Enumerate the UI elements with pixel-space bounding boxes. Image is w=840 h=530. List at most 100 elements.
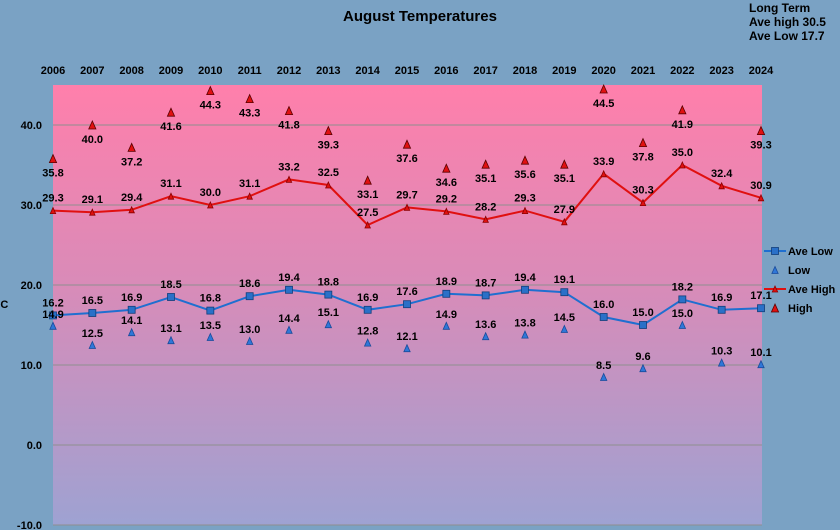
low-marker — [127, 327, 136, 337]
ave-high-marker — [443, 207, 450, 215]
y-axis-label: °C — [0, 299, 8, 311]
low-marker — [245, 336, 254, 345]
ave-high-data-label: 31.1 — [239, 178, 260, 190]
legend-marker-high — [770, 303, 780, 313]
high-marker — [88, 120, 97, 130]
high-data-label: 37.2 — [121, 156, 142, 168]
ave-high-marker — [718, 181, 725, 190]
ave-low-data-label: 16.5 — [82, 295, 103, 307]
x-tick-label: 2012 — [277, 65, 301, 77]
high-marker — [678, 104, 687, 115]
ave-high-marker — [403, 203, 411, 211]
low-marker — [481, 331, 490, 341]
ave-high-marker — [325, 181, 332, 189]
ave-low-marker — [49, 311, 57, 320]
x-tick-label: 2020 — [591, 65, 615, 77]
low-marker — [757, 359, 765, 369]
low-data-label: 14.9 — [436, 309, 457, 321]
ave-low-data-label: 18.8 — [318, 277, 339, 289]
x-tick-label: 2006 — [41, 65, 65, 77]
low-marker — [167, 335, 175, 345]
ave-low-marker — [127, 305, 136, 314]
legend-marker-low — [771, 265, 779, 274]
x-tick-label: 2014 — [355, 65, 380, 77]
long-term-line-1: Long Term — [749, 1, 810, 15]
legend-label: Ave Low — [788, 246, 833, 258]
x-tick-label: 2008 — [119, 65, 143, 77]
ave-low-data-label: 18.2 — [672, 281, 693, 293]
low-marker — [599, 372, 608, 381]
x-tick-label: 2023 — [709, 65, 733, 77]
low-marker — [560, 324, 569, 333]
high-marker — [324, 125, 333, 136]
ave-high-data-label: 35.0 — [672, 147, 693, 159]
low-data-label: 12.1 — [396, 331, 417, 343]
low-data-label: 10.3 — [711, 346, 732, 358]
high-data-label: 44.3 — [200, 100, 221, 112]
low-data-label: 15.1 — [318, 307, 339, 319]
legend-label: Low — [788, 265, 810, 277]
y-tick-label: 30.0 — [21, 200, 42, 212]
long-term-line-3: Ave Low 17.7 — [749, 29, 825, 43]
ave-high-marker — [128, 205, 135, 214]
ave-high-marker — [521, 206, 529, 215]
high-marker — [402, 139, 412, 149]
low-data-label: 8.5 — [596, 360, 611, 372]
high-data-label: 41.6 — [160, 121, 181, 133]
ave-high-data-label: 30.3 — [632, 185, 653, 197]
ave-high-data-label: 31.1 — [160, 178, 181, 190]
legend: Ave Low Low Ave High High — [764, 246, 836, 315]
high-data-label: 43.3 — [239, 108, 260, 120]
ave-high-data-label: 32.4 — [711, 168, 733, 180]
chart-title: August Temperatures — [343, 8, 497, 25]
ave-high-marker — [207, 201, 214, 209]
ave-low-data-label: 18.5 — [160, 279, 181, 291]
ave-high-marker — [639, 198, 647, 207]
ave-high-data-label: 27.9 — [554, 204, 575, 216]
ave-low-marker — [639, 321, 647, 329]
high-data-label: 40.0 — [82, 134, 103, 146]
ave-low-marker — [167, 293, 175, 301]
ave-low-marker — [206, 306, 215, 315]
ave-high-data-label: 30.0 — [200, 187, 221, 199]
ave-low-marker — [599, 313, 608, 321]
x-tick-label: 2022 — [670, 65, 694, 77]
high-data-label: 39.3 — [318, 140, 339, 152]
ave-high-data-label: 29.1 — [82, 194, 103, 206]
high-data-label: 35.1 — [475, 173, 496, 185]
low-data-label: 14.4 — [278, 313, 300, 325]
ave-low-marker — [245, 292, 254, 301]
ave-low-data-label: 16.2 — [42, 297, 63, 309]
low-data-label: 10.1 — [750, 347, 771, 359]
low-marker — [678, 320, 687, 329]
ave-high-marker — [285, 175, 293, 183]
low-data-label: 9.6 — [635, 351, 650, 363]
ave-low-marker — [88, 309, 97, 317]
x-tick-label: 2021 — [631, 65, 655, 77]
x-tick-label: 2018 — [513, 65, 537, 77]
ave-low-marker — [403, 300, 411, 309]
low-marker — [717, 358, 726, 367]
ave-high-data-label: 28.2 — [475, 201, 496, 213]
x-tick-label: 2015 — [395, 65, 419, 77]
x-tick-label: 2024 — [749, 65, 774, 77]
high-data-label: 37.8 — [632, 152, 653, 164]
low-data-label: 12.8 — [357, 326, 378, 338]
ave-high-marker — [482, 215, 489, 223]
ave-low-data-label: 18.6 — [239, 278, 260, 290]
high-marker — [127, 142, 136, 152]
high-data-label: 39.3 — [750, 140, 771, 152]
low-marker — [206, 332, 215, 341]
y-tick-label: -10.0 — [17, 520, 42, 530]
high-marker — [599, 84, 608, 94]
ave-high-marker — [561, 217, 568, 226]
ave-low-data-label: 16.9 — [357, 292, 378, 304]
ave-low-data-label: 19.4 — [278, 272, 300, 284]
y-tick-label: 10.0 — [21, 360, 42, 372]
ave-low-marker — [324, 290, 333, 299]
low-data-label: 14.1 — [121, 315, 142, 327]
low-data-label: 13.1 — [160, 323, 181, 335]
low-data-label: 15.0 — [672, 308, 693, 320]
ave-high-data-label: 29.2 — [436, 193, 457, 205]
